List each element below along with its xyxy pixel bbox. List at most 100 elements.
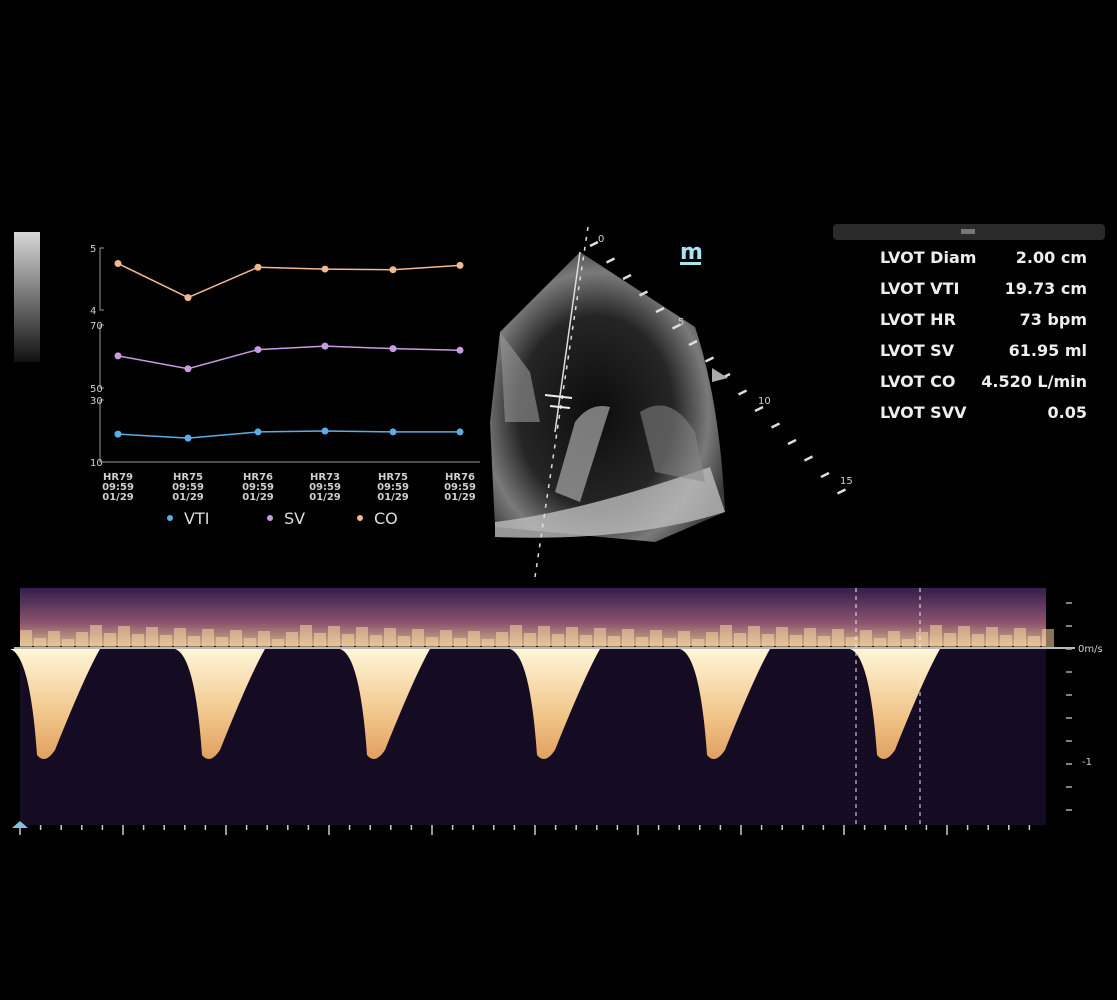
depth-tick	[688, 339, 698, 347]
velocity-scale-label: -1	[1082, 757, 1092, 768]
measurement-value: 19.73 cm	[1004, 279, 1087, 298]
data-point-vti	[114, 430, 122, 438]
panel-axis	[99, 399, 104, 463]
systolic-flow-envelope	[175, 649, 265, 759]
legend-marker-sv	[267, 515, 273, 521]
x-tick-label: 09:59	[309, 482, 341, 493]
legend-marker-co	[357, 515, 363, 521]
depth-tick	[704, 356, 715, 363]
data-point-sv	[254, 346, 262, 354]
measurement-value: 0.05	[1047, 403, 1087, 422]
depth-tick	[605, 257, 616, 264]
legend-label-co[interactable]: CO	[374, 509, 398, 528]
y-tick-label: 70	[90, 321, 103, 332]
data-point-vti	[389, 428, 397, 436]
measurement-row: LVOT SVV 0.05	[833, 397, 1105, 428]
data-point-sv	[184, 365, 192, 373]
data-point-sv	[389, 345, 397, 353]
x-tick-label: 09:59	[102, 482, 134, 493]
x-tick-label: 01/29	[102, 492, 134, 503]
legend-marker-vti	[167, 515, 173, 521]
panel-axis	[99, 247, 104, 311]
measurement-row: LVOT SV 61.95 ml	[833, 335, 1105, 366]
measurement-value: 4.520 L/min	[981, 372, 1087, 391]
systolic-flow-envelope	[680, 649, 770, 759]
grayscale-bar	[14, 232, 40, 362]
depth-tick	[820, 471, 830, 479]
y-tick-label: 5	[90, 244, 96, 255]
panel-drag-handle[interactable]	[833, 224, 1105, 240]
measurement-label: LVOT CO	[880, 372, 956, 391]
x-tick-label: 01/29	[242, 492, 274, 503]
depth-tick	[671, 323, 682, 330]
depth-tick	[787, 438, 797, 446]
depth-tick	[622, 273, 632, 281]
x-tick-label: 01/29	[172, 492, 204, 503]
legend-label-sv[interactable]: SV	[284, 509, 305, 528]
measurement-label: LVOT SVV	[880, 403, 967, 422]
x-tick-label: 01/29	[377, 492, 409, 503]
measurement-panel: LVOT Diam 2.00 cm LVOT VTI 19.73 cm LVOT HR 7…	[833, 224, 1105, 428]
systolic-flow-envelope	[340, 649, 430, 759]
depth-tick	[836, 488, 847, 495]
measurement-value: 61.95 ml	[1008, 341, 1087, 360]
x-tick-label: HR76	[243, 472, 273, 483]
measurement-label: LVOT SV	[880, 341, 955, 360]
systolic-flow-envelope	[510, 649, 600, 759]
panel-axis	[99, 324, 104, 389]
data-point-sv	[456, 346, 464, 354]
x-tick-label: 01/29	[309, 492, 341, 503]
measurement-row: LVOT Diam 2.00 cm	[833, 242, 1105, 273]
depth-label-10: 10	[758, 396, 771, 407]
focus-marker-icon	[712, 368, 728, 382]
data-point-co	[184, 294, 192, 302]
y-tick-label: 10	[90, 458, 103, 469]
measurement-label: LVOT Diam	[880, 248, 977, 267]
data-point-sv	[321, 342, 329, 350]
x-tick-label: HR73	[310, 472, 340, 483]
x-tick-label: HR79	[103, 472, 133, 483]
measurement-row: LVOT VTI 19.73 cm	[833, 273, 1105, 304]
depth-tick	[638, 290, 649, 297]
data-point-vti	[321, 427, 329, 435]
series-line-sv	[117, 345, 461, 370]
x-tick-label: HR75	[173, 472, 203, 483]
baseline-velocity-label: 0m/s	[1078, 644, 1103, 655]
x-tick-label: HR75	[378, 472, 408, 483]
legend-label-vti[interactable]: VTI	[184, 509, 209, 528]
measurement-value: 2.00 cm	[1015, 248, 1087, 267]
data-point-co	[389, 266, 397, 274]
depth-tick	[589, 240, 599, 248]
data-point-sv	[114, 352, 122, 360]
depth-tick	[803, 455, 814, 462]
depth-tick	[655, 306, 665, 314]
x-tick-label: 09:59	[444, 482, 476, 493]
data-point-co	[254, 263, 262, 271]
depth-tick	[754, 405, 764, 413]
doppler-spectrum: 0m/s -1	[10, 588, 1103, 835]
measurement-label: LVOT VTI	[880, 279, 960, 298]
data-point-vti	[184, 434, 192, 442]
depth-tick	[770, 422, 781, 429]
series-line-co	[117, 262, 461, 299]
depth-tick	[737, 389, 748, 396]
x-tick-label: 09:59	[242, 482, 274, 493]
x-tick-label: HR76	[445, 472, 475, 483]
x-tick-label: 01/29	[444, 492, 476, 503]
depth-label-15: 15	[840, 476, 853, 487]
data-point-co	[321, 265, 329, 273]
measurement-row: LVOT CO 4.520 L/min	[833, 366, 1105, 397]
x-tick-label: 09:59	[377, 482, 409, 493]
systolic-flow-envelope	[850, 649, 940, 759]
mode-badge: m	[680, 240, 703, 265]
y-tick-label: 4	[90, 306, 96, 317]
series-line-vti	[117, 430, 460, 439]
measurement-row: LVOT HR 73 bpm	[833, 304, 1105, 335]
data-point-co	[114, 260, 122, 267]
measurement-label: LVOT HR	[880, 310, 956, 329]
data-point-co	[456, 261, 464, 269]
baseline-shift-marker-icon[interactable]	[12, 821, 28, 828]
y-tick-label: 30	[90, 396, 103, 407]
trend-chart: 5470503010HR7909:5901/29HR7509:5901/29HR…	[90, 244, 480, 528]
depth-label-5: 5	[678, 317, 684, 328]
